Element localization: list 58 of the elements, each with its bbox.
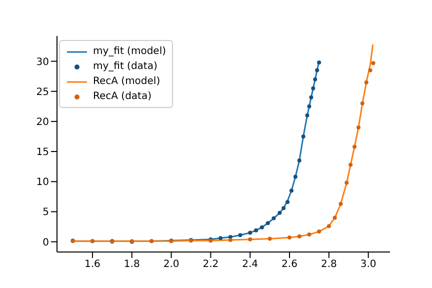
x-tick-label: 2.0 xyxy=(163,259,180,270)
y-tick-label: 5 xyxy=(42,207,49,218)
point xyxy=(272,216,276,220)
legend-label: RecA (data) xyxy=(93,90,152,104)
legend-label: RecA (model) xyxy=(93,75,160,89)
point xyxy=(360,101,364,106)
y-tick-label: 10 xyxy=(36,177,49,188)
point xyxy=(278,210,282,215)
point xyxy=(297,158,302,163)
point xyxy=(286,200,290,204)
x-tick-label: 2.2 xyxy=(202,259,219,270)
point xyxy=(317,230,322,234)
point xyxy=(266,221,270,226)
point xyxy=(348,162,353,167)
point xyxy=(371,61,376,66)
x-tick-label: 3.0 xyxy=(360,259,376,270)
point xyxy=(344,180,349,185)
y-tick-label: 30 xyxy=(36,56,49,68)
point xyxy=(238,233,242,238)
point xyxy=(307,232,312,237)
point xyxy=(313,77,318,82)
point xyxy=(352,144,357,149)
y-tick-label: 0 xyxy=(42,237,49,248)
point xyxy=(248,230,252,235)
y-tick-label: 15 xyxy=(36,147,49,158)
point xyxy=(317,60,322,64)
point xyxy=(338,202,343,206)
point xyxy=(309,95,314,100)
legend-label: my_fit (model) xyxy=(93,45,166,59)
point xyxy=(297,234,302,238)
y-tick-label: 25 xyxy=(36,86,49,98)
x-tick-label: 2.4 xyxy=(242,259,258,270)
point xyxy=(228,238,232,242)
point xyxy=(311,86,316,90)
point xyxy=(364,80,368,84)
point xyxy=(356,125,360,130)
x-tick-label: 1.6 xyxy=(84,259,100,270)
point xyxy=(288,236,292,240)
point xyxy=(315,68,320,72)
point xyxy=(289,188,294,193)
point xyxy=(248,237,252,242)
point xyxy=(218,236,223,240)
point xyxy=(332,216,337,220)
point xyxy=(260,225,264,230)
point xyxy=(307,104,312,108)
point xyxy=(301,134,306,138)
point xyxy=(254,228,258,232)
point xyxy=(326,224,331,228)
point xyxy=(293,174,298,179)
point xyxy=(268,236,272,241)
x-tick-label: 1.8 xyxy=(124,259,140,270)
x-tick-label: 2.6 xyxy=(282,259,298,270)
x-tick-label: 2.8 xyxy=(320,259,337,270)
point xyxy=(305,113,310,118)
point xyxy=(368,68,372,72)
point xyxy=(282,206,286,210)
y-tick-label: 20 xyxy=(36,116,49,128)
legend-label: my_fit (data) xyxy=(93,60,158,74)
